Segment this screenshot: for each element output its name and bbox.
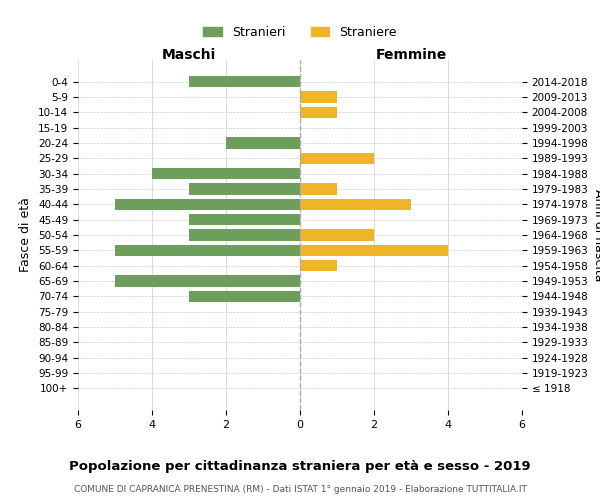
Bar (189, 229, 300, 241)
Bar (300, 198, 411, 210)
Bar (189, 290, 300, 302)
Bar (300, 260, 337, 272)
Bar (189, 183, 300, 194)
Bar (189, 76, 300, 88)
Bar (152, 168, 300, 179)
Bar (115, 198, 300, 210)
Bar (115, 276, 300, 287)
Bar (300, 244, 448, 256)
Text: COMUNE DI CAPRANICA PRENESTINA (RM) - Dati ISTAT 1° gennaio 2019 - Elaborazione : COMUNE DI CAPRANICA PRENESTINA (RM) - Da… (74, 485, 526, 494)
Bar (300, 152, 374, 164)
Legend: Stranieri, Straniere: Stranieri, Straniere (198, 20, 402, 44)
Bar (115, 244, 300, 256)
Bar (226, 137, 300, 148)
Bar (300, 183, 337, 194)
Bar (300, 91, 337, 102)
Bar (189, 214, 300, 226)
Y-axis label: Anni di nascita: Anni di nascita (592, 188, 600, 281)
Y-axis label: Fasce di età: Fasce di età (19, 198, 32, 272)
Text: Femmine: Femmine (376, 48, 446, 62)
Text: Maschi: Maschi (162, 48, 216, 62)
Bar (300, 106, 337, 118)
Text: Popolazione per cittadinanza straniera per età e sesso - 2019: Popolazione per cittadinanza straniera p… (69, 460, 531, 473)
Bar (300, 229, 374, 241)
